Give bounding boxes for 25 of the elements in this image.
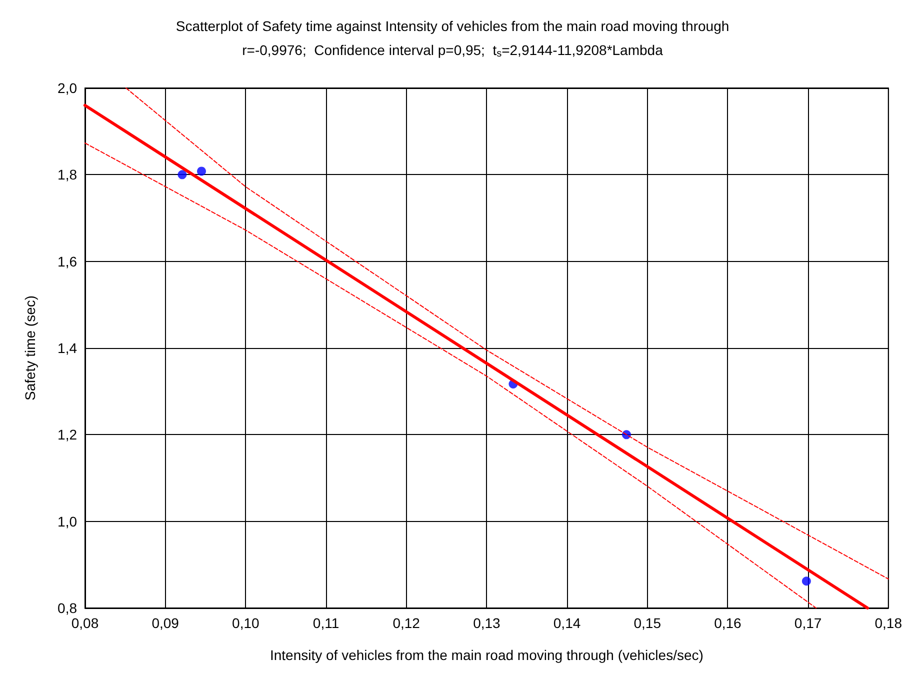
x-tick-label: 0,10 — [232, 615, 260, 631]
x-tick-label: 0,12 — [392, 615, 420, 631]
x-tick-label: 0,18 — [874, 615, 902, 631]
y-tick-label: 1,0 — [58, 513, 78, 530]
x-axis-title: Intensity of vehicles from the main road moving through (vehicles/sec) — [270, 647, 704, 663]
point — [178, 170, 187, 180]
y-tick-label: 0,8 — [58, 600, 78, 616]
x-tick-label: 0,08 — [71, 615, 99, 631]
point — [197, 166, 206, 176]
y-tick-label: 1,6 — [58, 253, 78, 270]
y-tick-label: 1,8 — [58, 166, 78, 183]
chart-title: Scatterplot of Safety time against Intensity of vehicles from the main road moving through — [176, 18, 730, 34]
point — [802, 576, 811, 586]
x-tick-label: 0,16 — [714, 615, 742, 631]
x-tick-label: 0,14 — [553, 615, 581, 631]
x-tick-label: 0,09 — [152, 615, 180, 631]
x-tick-label: 0,17 — [794, 615, 822, 631]
x-tick-label: 0,11 — [312, 615, 340, 631]
y-tick-label: 2,0 — [58, 80, 78, 96]
line-series — [125, 88, 889, 580]
y-axis-title: Safety time (sec) — [22, 295, 38, 401]
x-tick-label: 0,13 — [473, 615, 501, 631]
y-tick-label: 1,2 — [58, 426, 78, 443]
y-tick-label: 1,4 — [58, 340, 78, 356]
x-tick-label: 0,15 — [634, 615, 662, 631]
